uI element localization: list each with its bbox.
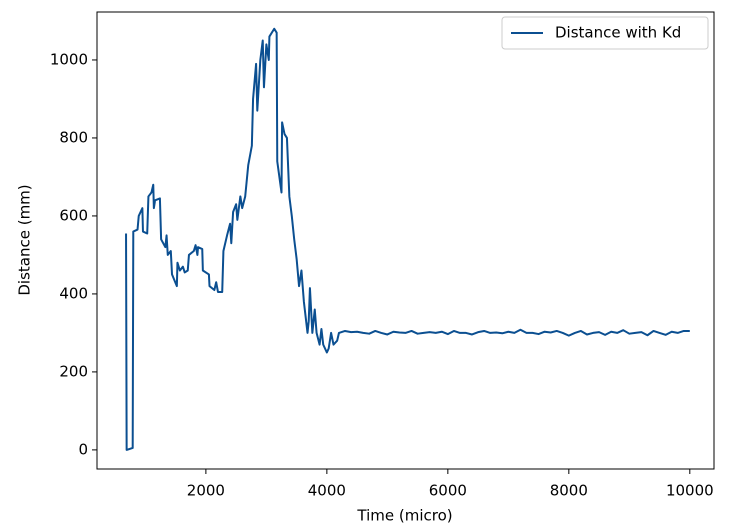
x-tick-label: 6000 (429, 482, 467, 500)
x-tick-label: 4000 (308, 482, 346, 500)
y-tick-label: 1000 (50, 50, 88, 68)
y-tick-label: 0 (78, 440, 88, 458)
axes-frame (96, 11, 715, 470)
legend-box (501, 16, 709, 50)
legend-label: Distance with Kd (555, 24, 681, 42)
x-tick-label: 2000 (187, 482, 225, 500)
y-tick-label: 600 (59, 206, 88, 224)
x-tick-label: 8000 (550, 482, 588, 500)
x-axis-label: Time (micro) (356, 507, 452, 525)
y-axis-label: Distance (mm) (16, 184, 34, 295)
data-line (125, 27, 690, 451)
x-tick-label: 10000 (666, 482, 714, 500)
y-tick-label: 400 (59, 284, 88, 302)
y-tick-label: 800 (59, 128, 88, 146)
y-tick-label: 200 (59, 362, 88, 380)
